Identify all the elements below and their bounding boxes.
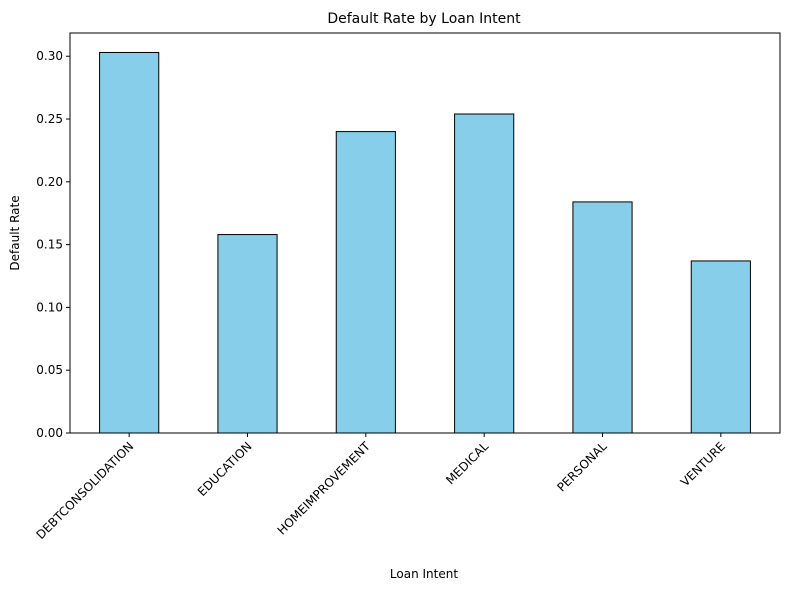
bar-venture (690, 260, 751, 434)
plot-frame (69, 32, 781, 434)
x-axis-label: Loan Intent (390, 567, 458, 581)
y-tick-label: 0.00 (36, 426, 63, 440)
y-axis: 0.00 0.05 0.10 0.15 0.20 0.25 0.30 (36, 49, 70, 440)
x-tick-label: EDUCATION (195, 439, 255, 499)
bar-medical (454, 113, 515, 434)
y-tick-label: 0.30 (36, 49, 63, 63)
x-tick-label: DEBTCONSOLIDATION (33, 439, 136, 542)
y-tick-label: 0.20 (36, 175, 63, 189)
y-axis-label: Default Rate (8, 195, 22, 270)
bar-debtconsolidation (99, 51, 160, 434)
x-tick-label: PERSONAL (554, 439, 609, 494)
y-tick-label: 0.10 (36, 300, 63, 314)
y-tick-label: 0.05 (36, 363, 63, 377)
y-tick-label: 0.25 (36, 112, 63, 126)
x-axis: DEBTCONSOLIDATION EDUCATION HOMEIMPROVEMEN… (33, 433, 728, 542)
x-tick-label: VENTURE (678, 439, 728, 489)
x-tick-label: HOMEIMPROVEMENT (275, 439, 374, 538)
y-tick-label: 0.15 (36, 238, 63, 252)
bar-education (217, 234, 278, 434)
bar-homeimprovement (335, 131, 396, 434)
x-tick-label: MEDICAL (443, 439, 491, 487)
bar-personal (572, 201, 633, 434)
chart-title: Default Rate by Loan Intent (327, 11, 521, 27)
bars-group (99, 51, 751, 434)
